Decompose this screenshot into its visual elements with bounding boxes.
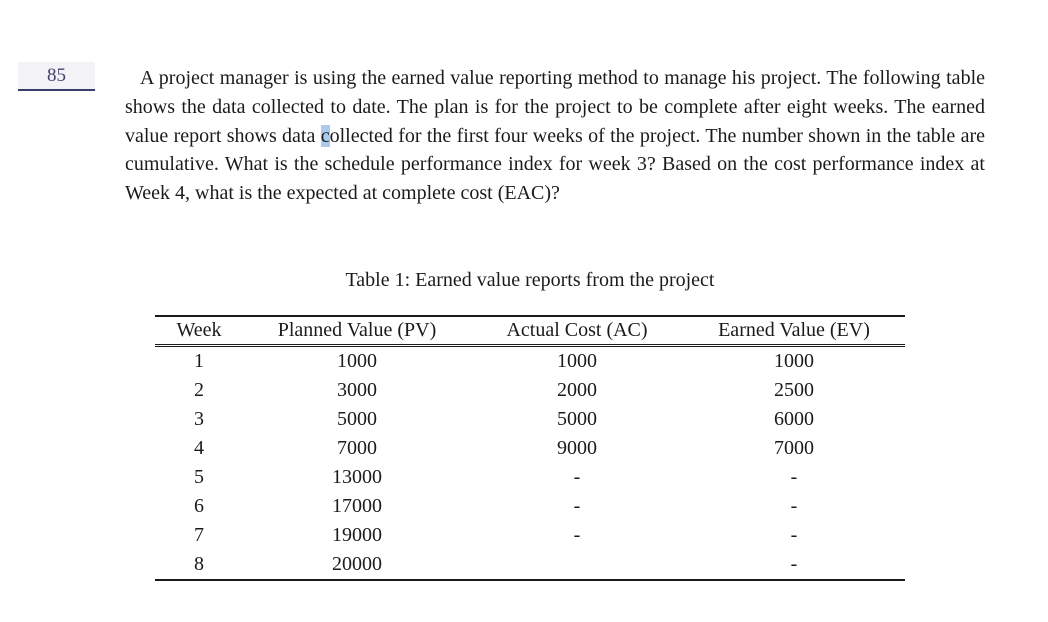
table-cell: 5000	[557, 408, 597, 430]
table-cell: 4	[194, 437, 204, 459]
table-cell: 6000	[774, 408, 814, 430]
table-cell: 5	[194, 466, 204, 488]
table-row: 1 1000 1000 1000	[155, 346, 905, 377]
table-cell: 1000	[774, 350, 814, 372]
table-cell: -	[573, 495, 581, 517]
table-header-row: Week Planned Value (PV) Actual Cost (AC)…	[155, 315, 905, 347]
table-cell: 7	[194, 524, 204, 546]
table-cell: 9000	[557, 437, 597, 459]
table-cell: -	[573, 466, 581, 488]
table-cell: -	[790, 524, 798, 546]
selection-highlight: c	[320, 124, 330, 147]
table-cell: -	[573, 524, 581, 546]
table-cell: 20000	[243, 550, 471, 581]
table-cell: -	[790, 466, 798, 488]
table-row: 3 5000 5000 6000	[155, 405, 905, 434]
table-cell: 2000	[557, 379, 597, 401]
table-cell: 1000	[557, 350, 597, 372]
question-text: A project manager is using the earned va…	[125, 64, 985, 208]
column-header-earned-value: Earned Value (EV)	[683, 315, 905, 347]
question-text-after-highlight: ollected for the first four weeks of the…	[125, 124, 985, 205]
table-row: 8 20000 -	[155, 550, 905, 581]
table-cell: 7000	[774, 437, 814, 459]
table-cell: 1000	[337, 350, 377, 372]
table-cell: 2	[194, 379, 204, 401]
table-cell	[471, 550, 683, 581]
table-cell: 2500	[774, 379, 814, 401]
table-caption: Table 1: Earned value reports from the p…	[345, 269, 715, 291]
table-cell: 6	[194, 495, 204, 517]
table-cell: 1	[194, 350, 204, 372]
table-cell: -	[683, 550, 905, 581]
table-cell: 5000	[337, 408, 377, 430]
column-header-planned-value: Planned Value (PV)	[243, 315, 471, 347]
column-header-week: Week	[155, 315, 243, 347]
table-row: 5 13000 - -	[155, 463, 905, 492]
table-cell: 3000	[337, 379, 377, 401]
table-cell: 17000	[332, 495, 382, 517]
question-text-before-highlight: A project manager is using the earned va…	[125, 67, 985, 147]
table-row: 6 17000 - -	[155, 492, 905, 521]
question-number-link[interactable]: 85	[18, 62, 95, 91]
table-cell: 7000	[337, 437, 377, 459]
table-cell: 13000	[332, 466, 382, 488]
earned-value-table: Week Planned Value (PV) Actual Cost (AC)…	[155, 315, 905, 581]
column-header-actual-cost: Actual Cost (AC)	[471, 315, 683, 347]
table-cell: 19000	[332, 524, 382, 546]
table-cell: 8	[155, 550, 243, 581]
table-row: 4 7000 9000 7000	[155, 434, 905, 463]
table-cell: -	[790, 495, 798, 517]
table-row: 7 19000 - -	[155, 521, 905, 550]
table-row: 2 3000 2000 2500	[155, 376, 905, 405]
table-cell: 3	[194, 408, 204, 430]
